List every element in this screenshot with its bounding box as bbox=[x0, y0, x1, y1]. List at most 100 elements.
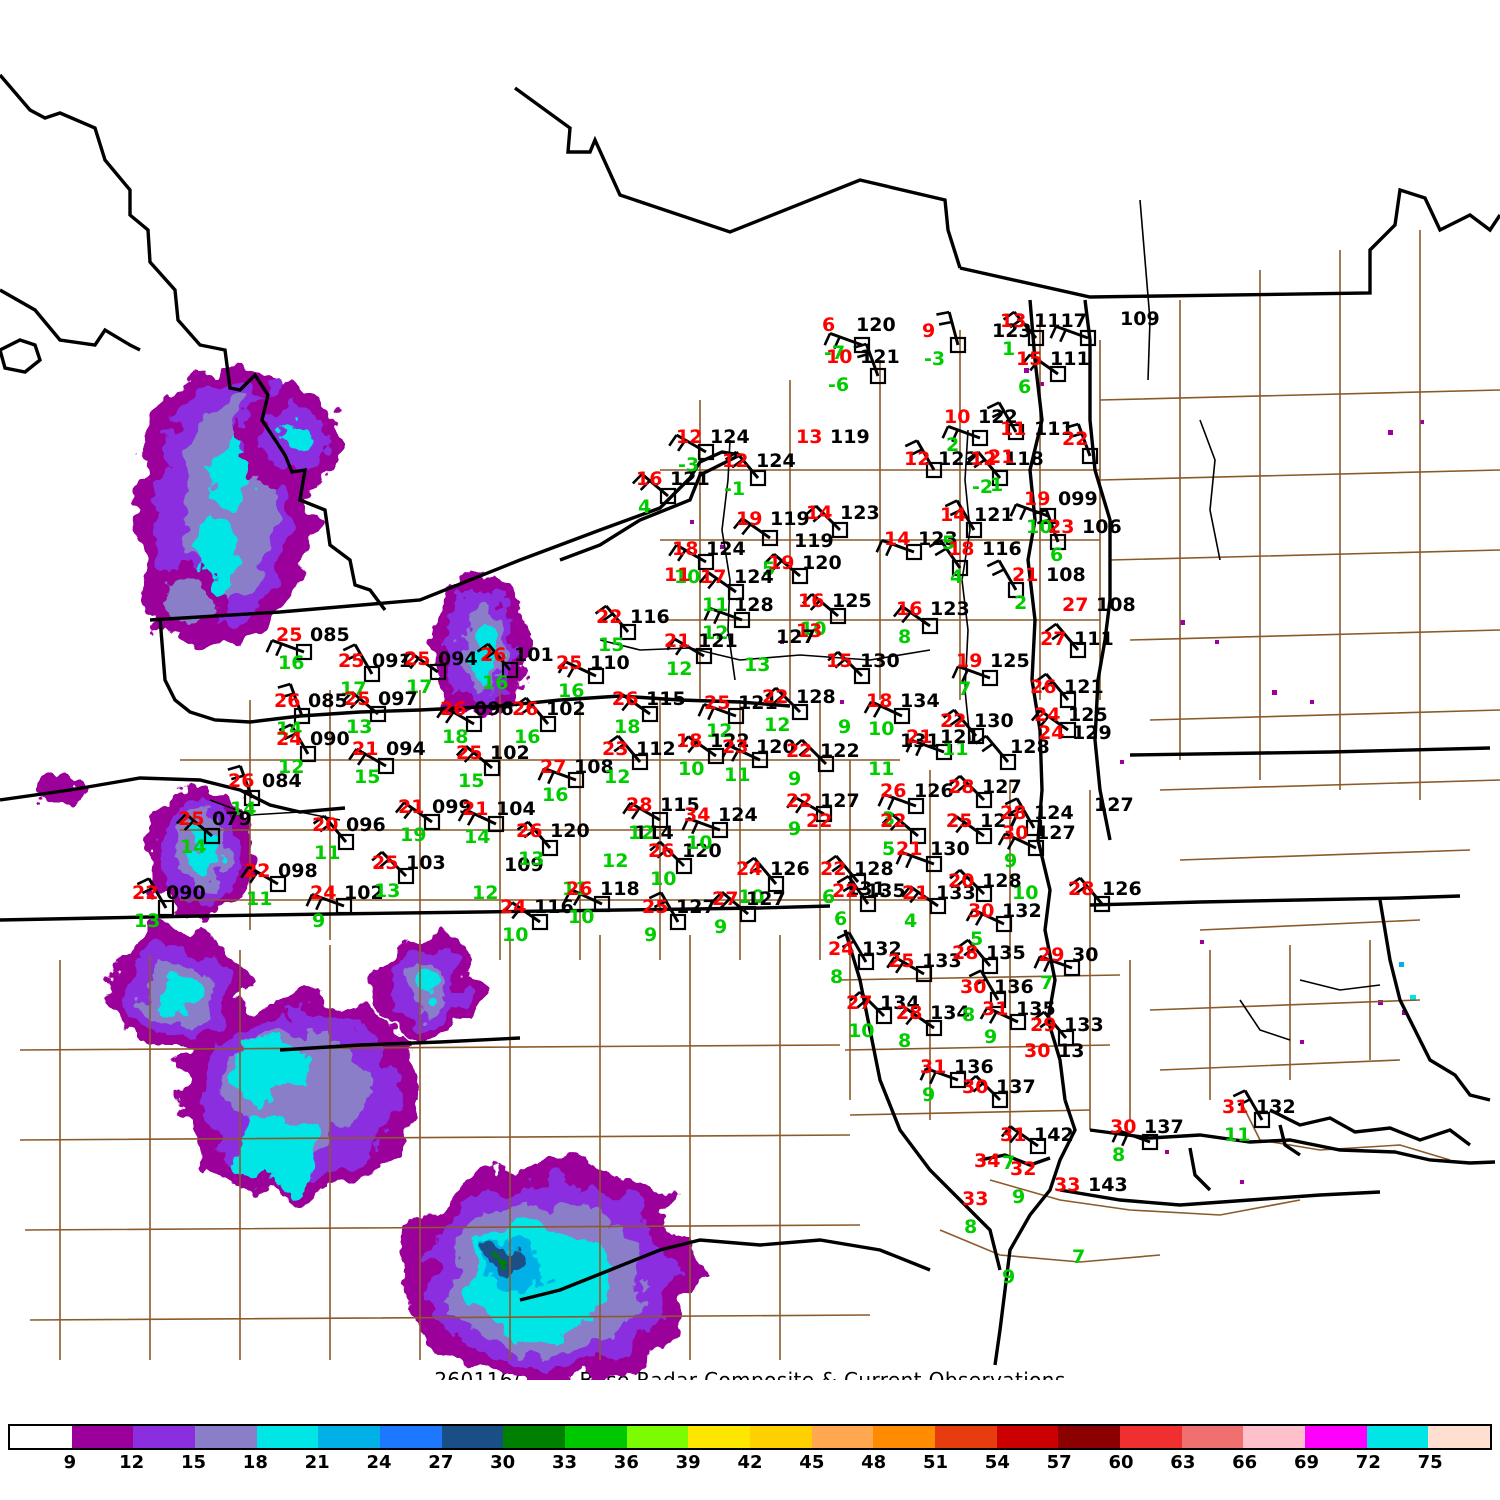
wind-barb bbox=[863, 700, 911, 725]
station-temperature: 27 bbox=[712, 888, 739, 910]
station-pressure: 129 bbox=[1072, 722, 1112, 744]
station-dewpoint: 14 bbox=[230, 798, 257, 820]
station-dewpoint: 9 bbox=[922, 1084, 936, 1106]
station-temperature: 27 bbox=[846, 992, 873, 1014]
station-temperature: 22 bbox=[820, 858, 847, 880]
station-pressure: 121 bbox=[670, 468, 710, 490]
station-pressure: 106 bbox=[1082, 516, 1122, 538]
station-temperature: 17 bbox=[700, 566, 727, 588]
station-dewpoint: 9 bbox=[1004, 850, 1018, 872]
station-dewpoint: 6 bbox=[1050, 544, 1064, 566]
colorbar-tick: 48 bbox=[861, 1452, 887, 1473]
station-pressure: 137 bbox=[1144, 1116, 1184, 1138]
station-temperature: 30 bbox=[1002, 822, 1029, 844]
map-canvas[interactable]: 6 120 -7 10 121 -6 9 -3 123 13 1117 1 109 15 111 6 10 122… bbox=[0, 0, 1500, 1380]
station-dewpoint: 16 bbox=[482, 672, 509, 694]
station-pressure: 096 bbox=[346, 814, 386, 836]
station-dewpoint: 12 bbox=[604, 766, 631, 788]
wind-barb bbox=[1049, 324, 1097, 347]
wind-barb bbox=[732, 517, 779, 547]
station-dewpoint: 7 bbox=[1072, 1246, 1086, 1268]
station-temperature: 26 bbox=[612, 688, 639, 710]
wind-barb bbox=[666, 637, 713, 665]
station-pressure: 110 bbox=[590, 652, 630, 674]
station-pressure: 128 bbox=[982, 870, 1022, 892]
station-temperature: 16 bbox=[896, 598, 923, 620]
wind-barb bbox=[175, 812, 221, 845]
wind-barb bbox=[886, 955, 933, 983]
station-pressure: 132 bbox=[862, 938, 902, 960]
wind-barb bbox=[836, 931, 875, 971]
station-dewpoint: 12 bbox=[628, 822, 655, 844]
wind-barb bbox=[278, 723, 317, 763]
station-dewpoint: 17 bbox=[406, 676, 433, 698]
station-pressure: 091 bbox=[372, 650, 412, 672]
station-pressure: 108 bbox=[1096, 594, 1136, 616]
station-dewpoint: 5 bbox=[970, 928, 984, 950]
wind-barb bbox=[823, 331, 871, 354]
station-dewpoint: 11 bbox=[702, 594, 729, 616]
station-pressure: 128 bbox=[734, 594, 774, 616]
wind-barb bbox=[949, 868, 993, 903]
wind-barb bbox=[877, 792, 925, 815]
wind-barb bbox=[277, 682, 311, 725]
wind-barb bbox=[631, 472, 677, 505]
station-temperature: 22 bbox=[786, 790, 813, 812]
colorbar-tick: 60 bbox=[1108, 1452, 1134, 1473]
wind-barb bbox=[1044, 622, 1087, 659]
colorbar-swatch bbox=[1058, 1426, 1121, 1448]
station-pressure: 111 bbox=[1050, 348, 1090, 370]
station-temperature: 26 bbox=[1030, 676, 1057, 698]
station-temperature: 21 bbox=[902, 882, 929, 904]
station-temperature: 30 bbox=[968, 900, 995, 922]
wind-barb bbox=[997, 832, 1045, 857]
station-pressure: 135 bbox=[866, 880, 906, 902]
station-temperature: 34 bbox=[684, 804, 711, 826]
station-dewpoint: 2 bbox=[946, 434, 960, 456]
station-temperature: 22 bbox=[762, 686, 789, 708]
colorbar-tick: 24 bbox=[366, 1452, 392, 1473]
wind-barb bbox=[1068, 876, 1111, 913]
wind-barb bbox=[965, 1074, 1009, 1109]
colorbar-tick: 39 bbox=[675, 1452, 701, 1473]
station-dewpoint: -3 bbox=[924, 348, 946, 370]
station-temperature: 23 bbox=[1048, 516, 1075, 538]
station-pressure: 142 bbox=[1034, 1124, 1074, 1146]
wind-barb bbox=[394, 801, 441, 831]
station-temperature: 34 bbox=[974, 1150, 1001, 1172]
station-temperature: 22 bbox=[832, 880, 859, 902]
colorbar-tick: 33 bbox=[551, 1452, 578, 1473]
wind-barb bbox=[622, 801, 669, 829]
wind-barb bbox=[1020, 353, 1067, 383]
wind-barb bbox=[986, 401, 1025, 441]
station-temperature: 31 bbox=[982, 998, 1009, 1020]
station-pressure: 102 bbox=[546, 698, 586, 720]
colorbar-swatch bbox=[256, 1426, 319, 1448]
station-pressure: 090 bbox=[166, 882, 206, 904]
colorbar-swatch bbox=[380, 1426, 442, 1448]
station-temperature: 24 bbox=[1034, 704, 1061, 726]
station-temperature: 22 bbox=[786, 740, 813, 762]
station-temperature: 30 bbox=[962, 1076, 989, 1098]
station-pressure: 111 bbox=[1034, 418, 1074, 440]
station-temperature: 25 bbox=[642, 896, 669, 918]
station-temperature: 11 bbox=[664, 564, 691, 586]
station-temperature: 22 bbox=[806, 810, 833, 832]
station-temperature: 22 bbox=[1062, 428, 1089, 450]
station-pressure: 119 bbox=[830, 426, 870, 448]
station-dewpoint: 10 bbox=[800, 618, 827, 640]
station-temperature: 22 bbox=[596, 606, 623, 628]
wind-barb bbox=[724, 450, 767, 487]
station-dewpoint: 10 bbox=[674, 566, 701, 588]
station-temperature: 25 bbox=[704, 692, 731, 714]
station-dewpoint: 13 bbox=[518, 848, 545, 870]
station-temperature: 18 bbox=[866, 690, 893, 712]
station-temperature: 25 bbox=[178, 808, 205, 830]
station-temperature: 12 bbox=[904, 448, 931, 470]
station-temperature: 23 bbox=[602, 738, 629, 760]
station-dewpoint: 5 bbox=[762, 558, 776, 580]
station-temperature: 26 bbox=[880, 780, 907, 802]
station-pressure: 132 bbox=[1256, 1096, 1296, 1118]
colorbar-swatch bbox=[441, 1426, 504, 1448]
station-dewpoint: 12 bbox=[764, 714, 791, 736]
